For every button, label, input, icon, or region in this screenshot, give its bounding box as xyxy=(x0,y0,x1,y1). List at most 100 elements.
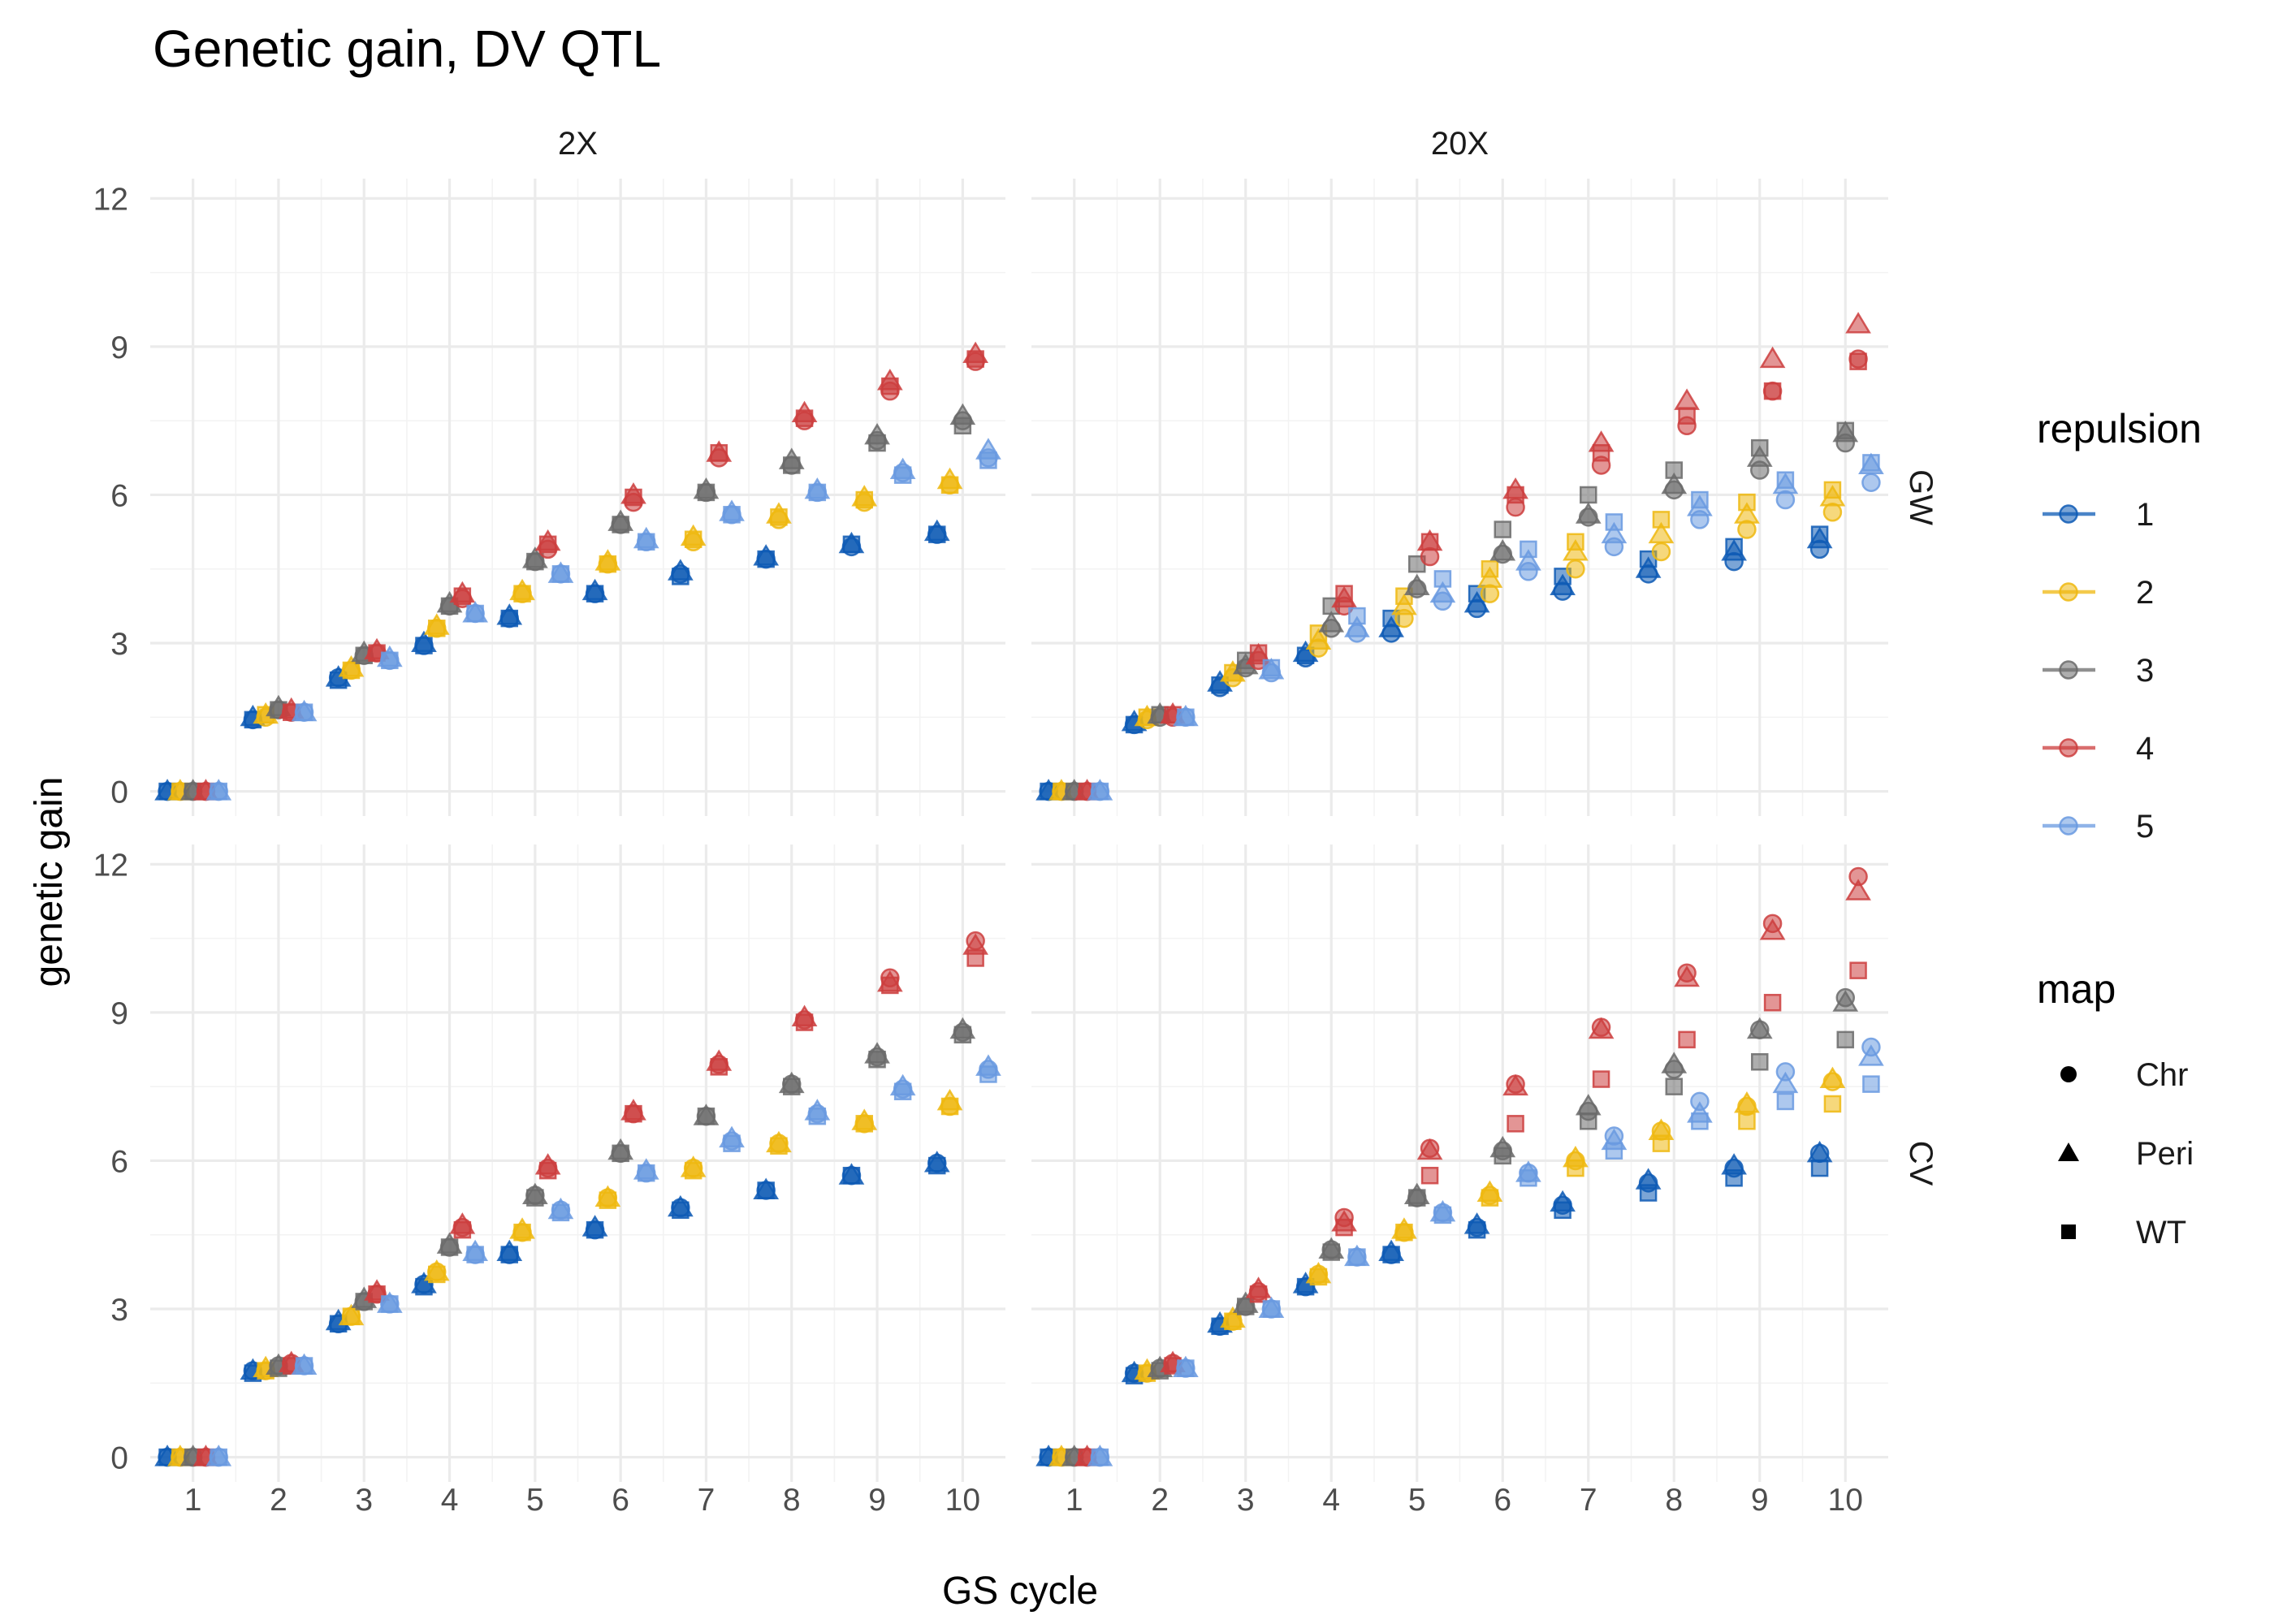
data-point-rep2-chr xyxy=(1480,1186,1500,1205)
data-point-rep5-chr xyxy=(1261,663,1282,683)
data-point-rep2-chr xyxy=(1308,1264,1329,1285)
x-tick-label: 7 xyxy=(698,1483,715,1518)
data-point-rep5-chr xyxy=(209,1447,228,1467)
x-tick-label: 6 xyxy=(612,1483,629,1518)
legend-key-square xyxy=(2061,1224,2076,1239)
data-point-rep3-chr xyxy=(525,551,545,572)
x-axis-title: GS cycle xyxy=(942,1570,1098,1613)
legend-key-point xyxy=(2059,816,2078,836)
data-point-rep1-chr xyxy=(1638,1173,1658,1193)
data-point-rep3-chr xyxy=(1493,544,1512,564)
data-point-rep4-chr xyxy=(1762,381,1783,401)
strip-label-GW: GW xyxy=(1903,469,1939,525)
y-axis-title: genetic gain xyxy=(28,777,71,987)
data-point-rep4-peri xyxy=(1674,388,1700,410)
data-point-rep5-chr xyxy=(294,1356,314,1376)
data-point-rep5-chr xyxy=(551,564,571,584)
data-point-rep3-chr xyxy=(867,1047,887,1067)
data-point-rep4-chr xyxy=(794,411,815,430)
data-point-rep5-chr xyxy=(722,1131,741,1151)
legend-key-circle xyxy=(2060,1066,2077,1082)
x-tick-label: 1 xyxy=(1066,1483,1083,1518)
data-point-rep5-chr xyxy=(807,1104,828,1124)
legend-label: Peri xyxy=(2136,1136,2194,1172)
data-point-rep2-chr xyxy=(1822,1072,1843,1091)
data-point-rep3-wt xyxy=(1580,486,1597,504)
data-point-rep3-wt xyxy=(1494,520,1511,538)
data-point-rep3-chr xyxy=(1407,1188,1427,1207)
data-point-rep2-chr xyxy=(769,510,789,529)
y-tick-label: 0 xyxy=(110,1441,128,1476)
panel-20X-CV xyxy=(1031,844,1888,1482)
data-point-rep1-chr xyxy=(841,1165,862,1186)
data-point-rep4-peri xyxy=(1759,346,1786,369)
data-point-rep1-chr xyxy=(841,537,862,557)
x-tick-label: 2 xyxy=(270,1483,287,1518)
data-point-rep4-chr xyxy=(1591,1017,1611,1037)
data-point-rep3-chr xyxy=(1579,508,1598,527)
legend-key-point xyxy=(2059,660,2078,680)
data-point-rep2-chr xyxy=(854,1114,875,1134)
data-point-rep4-wt xyxy=(1592,1070,1610,1088)
legend-key-point xyxy=(2059,582,2078,602)
data-point-rep3-chr xyxy=(696,482,716,503)
data-point-rep5-peri xyxy=(1772,1071,1799,1094)
legend-item-map-peri: Peri xyxy=(2058,1136,2194,1172)
x-tick-label: 10 xyxy=(945,1483,980,1518)
data-point-rep3-chr xyxy=(1750,460,1770,480)
x-tick-label: 6 xyxy=(1494,1483,1511,1518)
chart-title: Genetic gain, DV QTL xyxy=(153,19,661,78)
legend: repulsion 1 2 3 4 5 map Chr Peri WT xyxy=(2037,406,2202,1250)
data-point-rep2-chr xyxy=(1737,520,1757,539)
data-point-rep4-chr xyxy=(452,589,473,608)
y-tick-label: 12 xyxy=(93,848,128,883)
data-point-rep4-wt xyxy=(1507,1115,1524,1133)
data-point-rep3-chr xyxy=(1321,619,1341,638)
data-point-rep1-chr xyxy=(927,1153,947,1173)
x-tick-label: 8 xyxy=(783,1483,801,1518)
legend-label: 2 xyxy=(2136,575,2154,611)
data-point-rep4-chr xyxy=(1591,456,1611,475)
data-point-rep1-chr xyxy=(1467,598,1487,619)
y-tick-label: 9 xyxy=(110,330,128,365)
data-point-rep1-chr xyxy=(1553,1195,1572,1215)
data-point-rep4-chr xyxy=(1848,349,1868,369)
x-tick-label: 9 xyxy=(1751,1483,1769,1518)
data-point-rep5-wt xyxy=(1776,1092,1795,1111)
x-tick-label: 4 xyxy=(1322,1483,1340,1518)
data-point-rep4-chr xyxy=(538,1158,558,1178)
x-tick-label: 1 xyxy=(184,1483,202,1518)
data-point-rep1-chr xyxy=(1210,678,1230,698)
data-point-rep1-chr xyxy=(671,1198,690,1218)
data-point-rep1-chr xyxy=(756,1181,776,1200)
x-tick-label: 10 xyxy=(1828,1483,1863,1518)
legend-label: 5 xyxy=(2136,809,2154,844)
data-point-rep3-chr xyxy=(611,1143,630,1164)
x-tick-label: 2 xyxy=(1151,1483,1169,1518)
data-point-rep3-chr xyxy=(1664,480,1684,500)
data-point-rep4-chr xyxy=(966,352,985,371)
data-point-rep3-chr xyxy=(782,1074,802,1094)
y-tick-label: 6 xyxy=(110,1144,128,1179)
data-point-rep5-chr xyxy=(1090,781,1110,801)
y-tick-label: 3 xyxy=(110,627,128,662)
data-point-rep4-wt xyxy=(1849,961,1867,979)
data-point-rep1-chr xyxy=(1809,539,1830,559)
x-tick-label: 8 xyxy=(1665,1483,1683,1518)
x-tick-label: 9 xyxy=(868,1483,886,1518)
data-point-rep5-chr xyxy=(979,448,998,468)
legend-item-repulsion-3: 3 xyxy=(2043,653,2154,689)
data-point-rep4-chr xyxy=(709,448,728,468)
data-point-rep3-chr xyxy=(953,411,973,430)
data-point-rep4-peri xyxy=(1588,430,1615,452)
data-point-rep4-wt xyxy=(1763,993,1782,1012)
data-point-rep2-chr xyxy=(598,554,618,574)
data-point-rep2-chr xyxy=(1651,1121,1671,1141)
data-point-rep5-chr xyxy=(1347,624,1367,643)
data-point-rep1-chr xyxy=(1295,648,1316,668)
y-tick-label: 9 xyxy=(110,996,128,1031)
data-point-rep2-chr xyxy=(512,584,532,603)
legend-label: 4 xyxy=(2136,731,2154,767)
